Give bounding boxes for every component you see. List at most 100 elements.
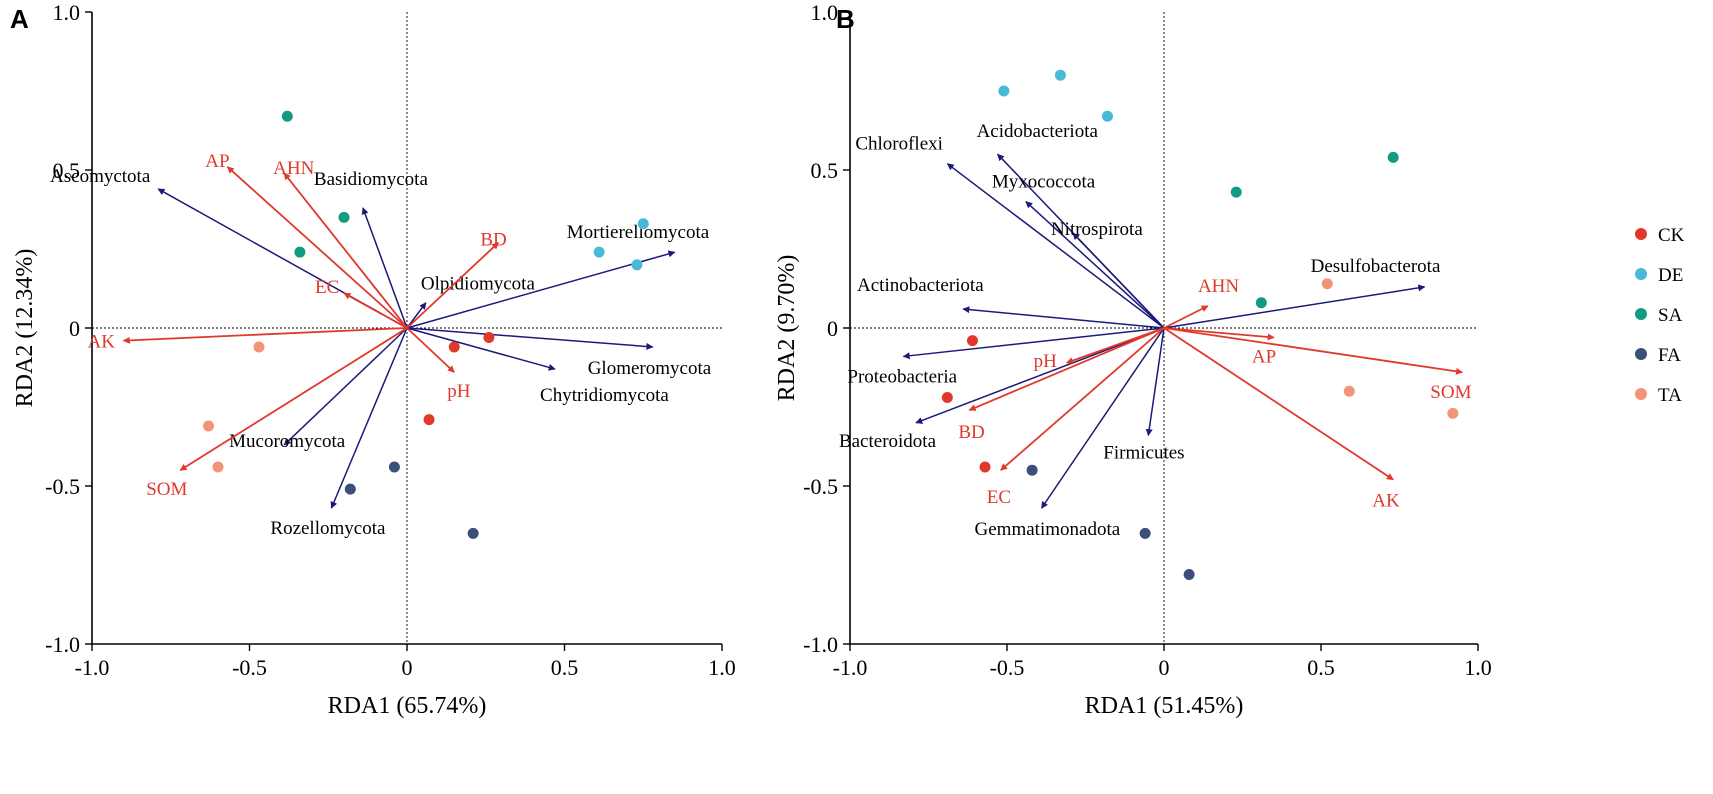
species-arrow-basidiomycota	[361, 207, 408, 329]
x-tick-label: 0	[402, 655, 413, 680]
species-label-actinobacteriota: Actinobacteriota	[857, 275, 984, 296]
species-label-acidobacteriota: Acidobacteriota	[977, 121, 1099, 142]
species-arrow-bacteroidota	[915, 327, 1165, 424]
env-label-ap: AP	[1252, 346, 1276, 367]
x-tick-label: -0.5	[990, 655, 1025, 680]
env-arrow-ak	[1163, 327, 1394, 481]
sample-point-ta	[203, 420, 215, 432]
sample-point-fa	[1026, 464, 1038, 476]
x-tick-label: 1.0	[708, 655, 736, 680]
sample-point-fa	[388, 461, 400, 473]
y-tick-label: -0.5	[803, 474, 838, 499]
env-arrow-som	[1163, 327, 1463, 375]
sample-point-fa	[1183, 568, 1195, 580]
legend-label-sa: SA	[1658, 305, 1683, 326]
sample-point-fa	[1139, 527, 1151, 539]
species-label-rozellomycota: Rozellomycota	[270, 518, 386, 539]
sample-point-de	[637, 218, 649, 230]
env-arrow-ahn	[283, 172, 408, 329]
x-tick-label: -0.5	[232, 655, 267, 680]
species-arrow-actinobacteriota	[962, 306, 1165, 329]
species-label-chloroflexi: Chloroflexi	[855, 134, 943, 155]
env-label-som: SOM	[146, 479, 187, 500]
x-tick-label: 0.5	[1307, 655, 1335, 680]
env-label-ec: EC	[315, 277, 339, 298]
species-arrow-chytridiomycota	[406, 327, 556, 371]
x-tick-label: 0	[1159, 655, 1170, 680]
y-tick-label: 0.5	[811, 158, 839, 183]
y-tick-label: 0	[827, 316, 838, 341]
species-arrow-glomeromycota	[406, 327, 654, 350]
sample-point-ck	[966, 335, 978, 347]
env-arrow-ec	[1000, 327, 1165, 471]
panel-b-plot: -1.0 -0.5 0 0.5 1.0 -1.0 -0.5 0 0.5 1.0 RDA1 (51.4…	[774, 0, 1492, 719]
species-label-glomeromycota: Glomeromycota	[588, 358, 712, 379]
sample-point-ck	[423, 414, 435, 426]
y-tick-label: -0.5	[45, 474, 80, 499]
x-tick-label: 1.0	[1464, 655, 1492, 680]
y-tick-label: 0	[69, 316, 80, 341]
species-arrow-firmicutes	[1145, 327, 1165, 437]
species-label-basidiomycota: Basidiomycota	[314, 169, 429, 190]
species-label-nitrospirota: Nitrospirota	[1051, 219, 1143, 240]
env-arrow-ph	[1066, 327, 1165, 364]
sample-point-sa	[294, 246, 306, 258]
x-tick-label: -1.0	[75, 655, 110, 680]
env-label-bd: BD	[480, 230, 506, 251]
species-arrow-olpidiomycota	[406, 302, 427, 329]
sample-point-ck	[979, 461, 991, 473]
env-arrow-ahn	[1163, 305, 1209, 329]
env-arrow-ap	[1163, 327, 1275, 341]
y-tick-label: -1.0	[45, 632, 80, 657]
panel-letter-b: B	[836, 4, 855, 34]
sample-point-sa	[1255, 297, 1267, 309]
species-label-gemmatimonadota: Gemmatimonadota	[975, 519, 1121, 540]
species-label-mortierellomycota: Mortierellomycota	[567, 222, 710, 243]
legend-swatch-ck	[1635, 228, 1647, 240]
species-arrow-rozellomycota	[330, 327, 408, 509]
species-label-myxococcota: Myxococcota	[992, 172, 1096, 193]
species-arrow-mortierellomycota	[406, 250, 676, 329]
y-tick-label: 0.5	[53, 158, 81, 183]
env-arrow-som	[179, 327, 408, 471]
species-arrow-proteobacteria	[902, 327, 1165, 360]
panel-a-plot: -1.0 -0.5 0 0.5 1.0 -1.0 -0.5 0 0.5 1.0 RDA1 (65.7…	[12, 0, 736, 719]
env-label-ak: AK	[1372, 491, 1400, 512]
species-label-mucoromycota: Mucoromycota	[229, 431, 346, 452]
x-axis-title: RDA1 (51.45%)	[1085, 693, 1244, 719]
legend-swatch-sa	[1635, 308, 1647, 320]
legend-label-fa: FA	[1658, 345, 1681, 366]
sample-point-sa	[281, 110, 293, 122]
legend-swatch-ta	[1635, 388, 1647, 400]
env-arrow-bd	[406, 242, 499, 329]
sample-point-sa	[1230, 186, 1242, 198]
env-label-ahn: AHN	[273, 158, 314, 179]
panel-letter-a: A	[10, 4, 29, 34]
legend-label-ta: TA	[1658, 385, 1682, 406]
species-arrow-mucoromycota	[283, 327, 408, 446]
y-tick-label: 1.0	[811, 0, 839, 25]
species-arrow-myxococcota	[1025, 201, 1165, 329]
env-label-ph: pH	[447, 381, 471, 402]
species-arrow-chloroflexi	[946, 163, 1165, 329]
species-arrow-desulfobacterota	[1163, 284, 1426, 329]
legend-swatch-fa	[1635, 348, 1647, 360]
group-legend: CK DE SA FA TA	[1635, 225, 1685, 406]
legend-label-ck: CK	[1658, 225, 1685, 246]
sample-point-ck	[941, 392, 953, 404]
species-label-bacteroidota: Bacteroidota	[839, 431, 937, 452]
x-tick-label: 0.5	[551, 655, 579, 680]
sample-point-ta	[212, 461, 224, 473]
y-axis-title: RDA2 (12.34%)	[12, 249, 38, 408]
sample-point-sa	[338, 211, 350, 223]
species-label-firmicutes: Firmicutes	[1103, 442, 1184, 463]
x-axis-title: RDA1 (65.74%)	[328, 693, 487, 719]
y-tick-label: -1.0	[803, 632, 838, 657]
sample-point-sa	[1387, 151, 1399, 163]
env-label-som: SOM	[1430, 382, 1471, 403]
env-label-ahn: AHN	[1198, 276, 1239, 297]
sample-point-de	[998, 85, 1010, 97]
species-arrow-nitrospirota	[1072, 232, 1165, 329]
y-axis-title: RDA2 (9.70%)	[774, 255, 800, 402]
